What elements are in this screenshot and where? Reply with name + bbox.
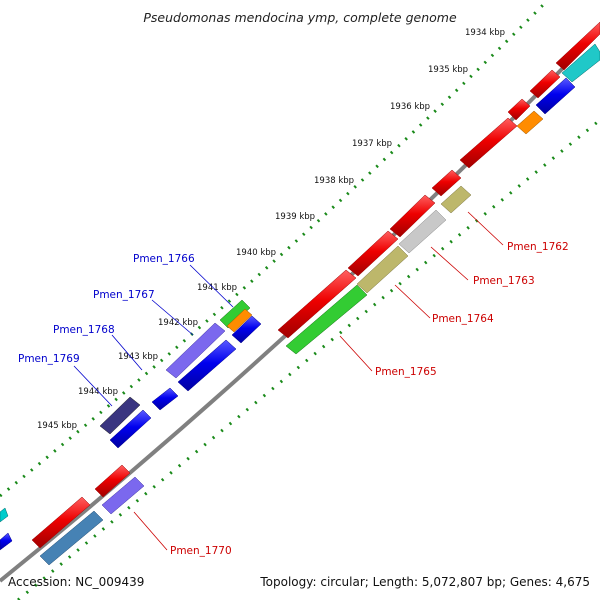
gene-red-1762[interactable] — [431, 169, 462, 197]
gene-pmen-1768[interactable] — [165, 322, 226, 379]
gene-pmen-1769[interactable] — [99, 396, 141, 435]
gene-pmen-1770[interactable] — [101, 476, 145, 515]
gene-pmen-1767[interactable] — [219, 299, 251, 329]
accession-text: Accession: NC_009439 — [8, 575, 144, 589]
gene-blue-steel-lower[interactable] — [39, 510, 104, 566]
label-pmen-1770: Pmen_1770 — [170, 545, 232, 557]
kbp-tick-1934: 1934 kbp — [465, 28, 505, 38]
gene-cyan-left[interactable] — [0, 507, 9, 523]
label-pmen-1769: Pmen_1769 — [18, 353, 80, 365]
gene-red-upper-4[interactable] — [555, 21, 600, 71]
gene-pmen-1762[interactable] — [440, 185, 472, 214]
gene-blue-b[interactable] — [151, 387, 179, 411]
gene-pmen-1764[interactable] — [356, 245, 409, 294]
gene-pmen-1770-outer[interactable] — [94, 464, 131, 498]
gene-blue-left[interactable] — [0, 532, 13, 551]
label-pmen-1768: Pmen_1768 — [53, 324, 115, 336]
gene-orange-upper[interactable] — [516, 110, 544, 135]
gene-blue-c[interactable] — [177, 339, 237, 392]
kbp-tick-1935: 1935 kbp — [428, 65, 468, 75]
gene-blue-upper[interactable] — [535, 77, 576, 115]
gene-labels-right: Pmen_1762 Pmen_1763 Pmen_1764 Pmen_1765 … — [170, 241, 569, 557]
kbp-tick-1938: 1938 kbp — [314, 176, 354, 186]
gene-red-upper-2[interactable] — [507, 98, 531, 121]
kbp-tick-1940: 1940 kbp — [236, 248, 276, 258]
gene-red-upper-1[interactable] — [459, 117, 518, 169]
label-pmen-1765: Pmen_1765 — [375, 366, 437, 378]
gene-cyan-upper[interactable] — [561, 43, 600, 83]
gene-red-1765[interactable] — [277, 269, 357, 339]
inner-dotted-track — [17, 118, 600, 600]
gene-blue-d[interactable] — [231, 315, 262, 344]
gene-red-1763[interactable] — [389, 194, 436, 238]
label-pmen-1764: Pmen_1764 — [432, 313, 494, 325]
kbp-tick-1936: 1936 kbp — [390, 102, 430, 112]
gene-red-block-a[interactable] — [31, 496, 91, 549]
kbp-tick-1945: 1945 kbp — [37, 421, 77, 431]
kbp-ticks: 1934 kbp 1935 kbp 1936 kbp 1937 kbp 1938… — [37, 28, 505, 431]
kbp-tick-1944: 1944 kbp — [78, 387, 118, 397]
kbp-tick-1943: 1943 kbp — [118, 352, 158, 362]
gene-red-1764[interactable] — [347, 230, 399, 277]
label-pmen-1762: Pmen_1762 — [507, 241, 569, 253]
reverse-strand-genes — [0, 43, 600, 566]
kbp-tick-1939: 1939 kbp — [275, 212, 315, 222]
label-pmen-1763: Pmen_1763 — [473, 275, 535, 287]
gene-pmen-1766[interactable] — [226, 308, 253, 333]
gene-pmen-1763[interactable] — [398, 209, 447, 254]
topology-summary: Topology: circular; Length: 5,072,807 bp… — [259, 575, 590, 589]
kbp-tick-1941: 1941 kbp — [197, 283, 237, 293]
outer-dotted-track — [0, 0, 550, 498]
gene-red-upper-3[interactable] — [529, 69, 561, 99]
callout-lines — [73, 211, 504, 551]
label-pmen-1766: Pmen_1766 — [133, 253, 195, 265]
gene-blue-a[interactable] — [109, 409, 152, 449]
kbp-tick-1937: 1937 kbp — [352, 139, 392, 149]
gene-pmen-1765[interactable] — [285, 284, 368, 355]
gene-labels-left: Pmen_1766 Pmen_1767 Pmen_1768 Pmen_1769 — [18, 253, 195, 365]
map-title: Pseudomonas mendocina ymp, complete geno… — [143, 10, 457, 25]
forward-strand-genes — [0, 21, 600, 549]
label-pmen-1767: Pmen_1767 — [93, 289, 155, 301]
kbp-tick-1942: 1942 kbp — [158, 318, 198, 328]
